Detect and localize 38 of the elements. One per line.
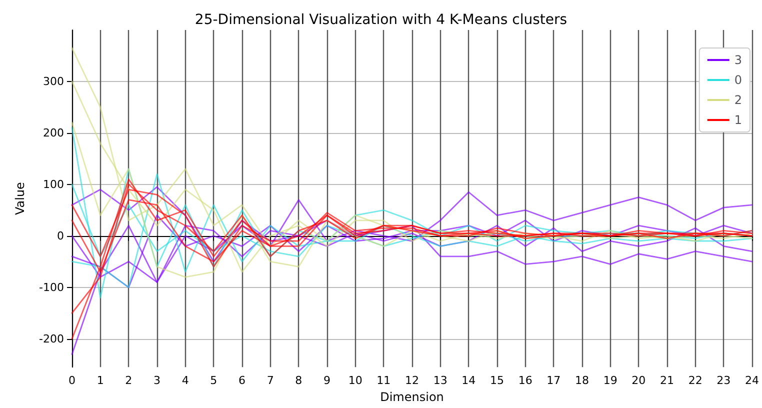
- x-tick-label: 7: [266, 374, 274, 388]
- x-tick-label: 15: [490, 374, 504, 388]
- x-tick-label: 12: [405, 374, 419, 388]
- x-tick-label: 23: [716, 374, 731, 388]
- x-tick-label: 0: [68, 374, 76, 388]
- x-tick-label: 20: [632, 374, 646, 388]
- x-tick-label: 1: [96, 374, 104, 388]
- y-tick-label: 300: [43, 74, 64, 88]
- x-tick-label: 17: [546, 374, 561, 388]
- x-tick-label: 21: [660, 374, 674, 388]
- x-tick-label: 16: [518, 374, 532, 388]
- x-tick-label: 5: [210, 374, 218, 388]
- x-tick-label: 8: [295, 374, 302, 388]
- x-tick-label: 22: [688, 374, 702, 388]
- y-tick-label: -200: [39, 332, 64, 346]
- y-tick-label: 200: [43, 126, 64, 140]
- x-tick-label: 24: [745, 374, 759, 388]
- x-tick-label: 9: [324, 374, 330, 388]
- x-tick-label: 14: [462, 374, 476, 388]
- x-tick-label: 13: [433, 374, 448, 388]
- legend-label: 3: [734, 53, 742, 67]
- x-tick-label: 10: [348, 374, 362, 388]
- x-tick-label: 4: [182, 374, 189, 388]
- x-tick-label: 6: [238, 374, 246, 388]
- x-axis-title: Dimension: [380, 390, 444, 404]
- x-tick-label: 18: [575, 374, 589, 388]
- y-tick-label: 0: [57, 229, 64, 242]
- chart-title: 25-Dimensional Visualization with 4 K-Means clusters: [194, 12, 568, 28]
- y-tick-label: -100: [39, 280, 64, 294]
- legend-label: 0: [734, 73, 742, 87]
- y-tick-label: 100: [43, 178, 64, 191]
- legend-label: 1: [734, 113, 742, 127]
- x-tick-label: 3: [154, 374, 160, 388]
- legend-label: 2: [734, 93, 742, 107]
- x-tick-label: 19: [603, 374, 618, 388]
- x-tick-label: 11: [376, 374, 391, 388]
- x-tick-label: 2: [125, 374, 132, 388]
- y-axis-title: Value: [13, 182, 27, 216]
